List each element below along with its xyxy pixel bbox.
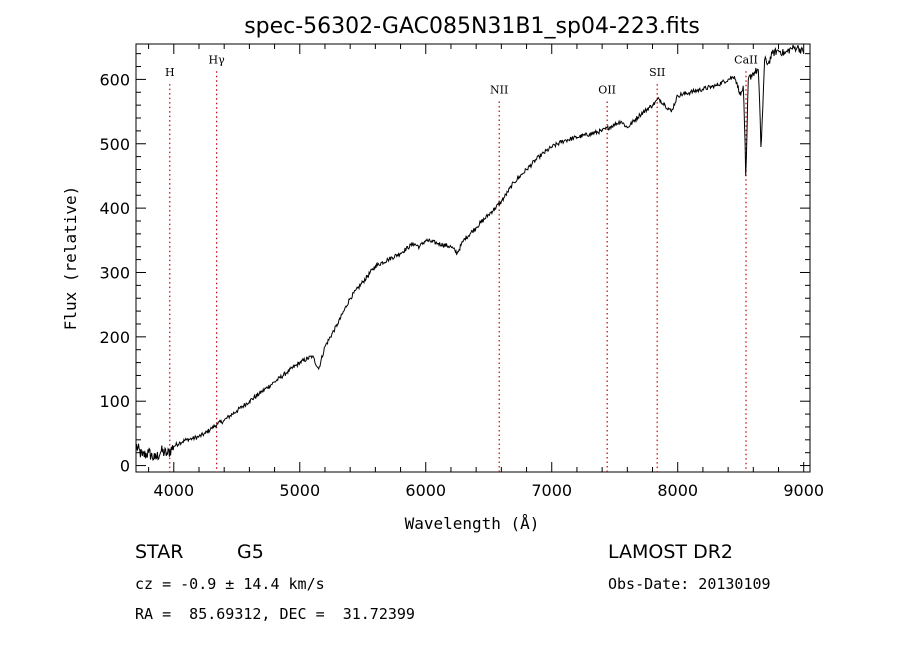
- y-tick-label-4: 400: [99, 199, 130, 218]
- x-axis-label: Wavelength (Å): [405, 514, 540, 533]
- x-tick-label-0: 4000: [153, 481, 194, 500]
- marker-label-5: CaII: [734, 53, 758, 66]
- y-tick-label-3: 300: [99, 263, 130, 282]
- y-tick-label-6: 600: [99, 70, 130, 89]
- marker-label-1: Hγ: [209, 53, 226, 66]
- x-tick-label-5: 9000: [783, 481, 824, 500]
- spectrum-line: [135, 44, 805, 461]
- y-axis-ticks: 0 100 200 300 400 500 600: [99, 53, 810, 476]
- marker-label-2: NII: [490, 84, 508, 97]
- x-tick-label-1: 5000: [279, 481, 320, 500]
- marker-label-4: SII: [649, 66, 665, 79]
- obs-date: Obs-Date: 20130109: [608, 575, 771, 593]
- survey-name: LAMOST DR2: [608, 541, 733, 563]
- chart-title: spec-56302-GAC085N31B1_sp04-223.fits: [244, 14, 700, 39]
- y-axis-label: Flux (relative): [61, 186, 80, 331]
- x-tick-label-3: 7000: [531, 481, 572, 500]
- object-subclass: G5: [237, 541, 264, 563]
- y-tick-label-1: 100: [99, 392, 130, 411]
- x-tick-label-4: 8000: [657, 481, 698, 500]
- ra-dec: RA = 85.69312, DEC = 31.72399: [135, 605, 415, 623]
- y-tick-label-0: 0: [120, 457, 130, 476]
- plot-frame: [135, 43, 811, 473]
- redshift-cz: cz = -0.9 ± 14.4 km/s: [135, 575, 325, 593]
- y-tick-label-2: 200: [99, 328, 130, 347]
- spectral-line-markers: [169, 71, 747, 472]
- marker-label-0: H: [165, 66, 175, 79]
- marker-label-3: OII: [598, 84, 616, 97]
- object-class: STAR: [135, 541, 184, 563]
- x-axis-ticks: 4000 5000 6000 7000 8000 9000: [148, 44, 824, 500]
- y-tick-label-5: 500: [99, 135, 130, 154]
- spectral-line-labels: H Hγ NII OII SII CaII: [165, 53, 758, 96]
- x-tick-label-2: 6000: [405, 481, 446, 500]
